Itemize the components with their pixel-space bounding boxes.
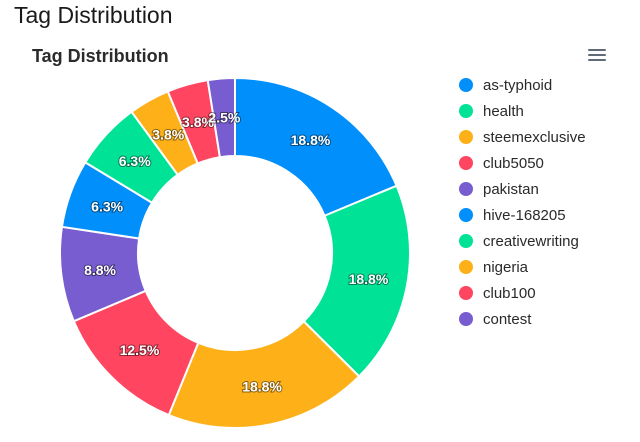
slice-label-club100: 3.8% xyxy=(182,114,214,130)
legend-item-nigeria[interactable]: nigeria xyxy=(459,254,586,280)
slice-label-nigeria: 3.8% xyxy=(152,127,184,143)
slice-label-steemexclusive: 18.8% xyxy=(242,378,282,394)
donut-chart: 18.8%18.8%18.8%12.5%8.8%6.3%6.3%3.8%3.8%… xyxy=(59,76,411,429)
legend-label: club100 xyxy=(483,284,536,302)
slice-label-as-typhoid: 18.8% xyxy=(291,132,331,148)
donut-slice-contest[interactable] xyxy=(206,76,236,159)
legend-marker-icon xyxy=(459,156,473,170)
legend-item-pakistan[interactable]: pakistan xyxy=(459,176,586,202)
legend-marker-icon xyxy=(459,234,473,248)
legend-marker-icon xyxy=(459,208,473,222)
slice-label-contest: 2.5% xyxy=(208,109,240,125)
legend-marker-icon xyxy=(459,260,473,274)
legend-item-hive-168205[interactable]: hive-168205 xyxy=(459,202,586,228)
legend-label: as-typhoid xyxy=(483,76,553,94)
donut-slice-steemexclusive[interactable] xyxy=(167,319,361,429)
slice-label-club5050: 12.5% xyxy=(120,342,160,358)
donut-slice-health[interactable] xyxy=(302,184,411,378)
slice-label-creativewriting: 6.3% xyxy=(119,153,151,169)
legend-label: creativewriting xyxy=(483,232,579,250)
legend-item-club100[interactable]: club100 xyxy=(459,280,586,306)
slice-label-pakistan: 8.8% xyxy=(84,262,116,278)
legend-item-health[interactable]: health xyxy=(459,98,586,124)
legend-label: nigeria xyxy=(483,258,529,276)
page-title: Tag Distribution xyxy=(14,2,173,28)
chart-card: Tag Distribution 18.8% 18.8% 18.8% 12.5% 8.8… xyxy=(0,38,640,442)
chart-legend: as-typhoid health steemexclusive club5050 pa… xyxy=(459,72,586,332)
slice-label-hive-168205: 6.3% xyxy=(91,199,123,215)
legend-marker-icon xyxy=(459,78,473,92)
legend-label: hive-168205 xyxy=(483,206,566,224)
legend-label: contest xyxy=(483,310,532,328)
legend-item-club5050[interactable]: club5050 xyxy=(459,150,586,176)
donut-slice-as-typhoid[interactable] xyxy=(234,76,398,218)
legend-marker-icon xyxy=(459,286,473,300)
legend-label: health xyxy=(483,102,524,120)
legend-label: steemexclusive xyxy=(483,128,586,146)
legend-item-as-typhoid[interactable]: as-typhoid xyxy=(459,72,586,98)
legend-marker-icon xyxy=(459,182,473,196)
legend-item-contest[interactable]: contest xyxy=(459,306,586,332)
legend-item-steemexclusive[interactable]: steemexclusive xyxy=(459,124,586,150)
legend-label: pakistan xyxy=(483,180,539,198)
legend-label: club5050 xyxy=(483,154,544,172)
legend-item-creativewriting[interactable]: creativewriting xyxy=(459,228,586,254)
legend-marker-icon xyxy=(459,104,473,118)
chart-title: Tag Distribution xyxy=(32,46,169,66)
legend-marker-icon xyxy=(459,312,473,326)
hamburger-menu-icon[interactable] xyxy=(586,46,608,64)
legend-marker-icon xyxy=(459,130,473,144)
slice-label-health: 18.8% xyxy=(349,271,389,287)
